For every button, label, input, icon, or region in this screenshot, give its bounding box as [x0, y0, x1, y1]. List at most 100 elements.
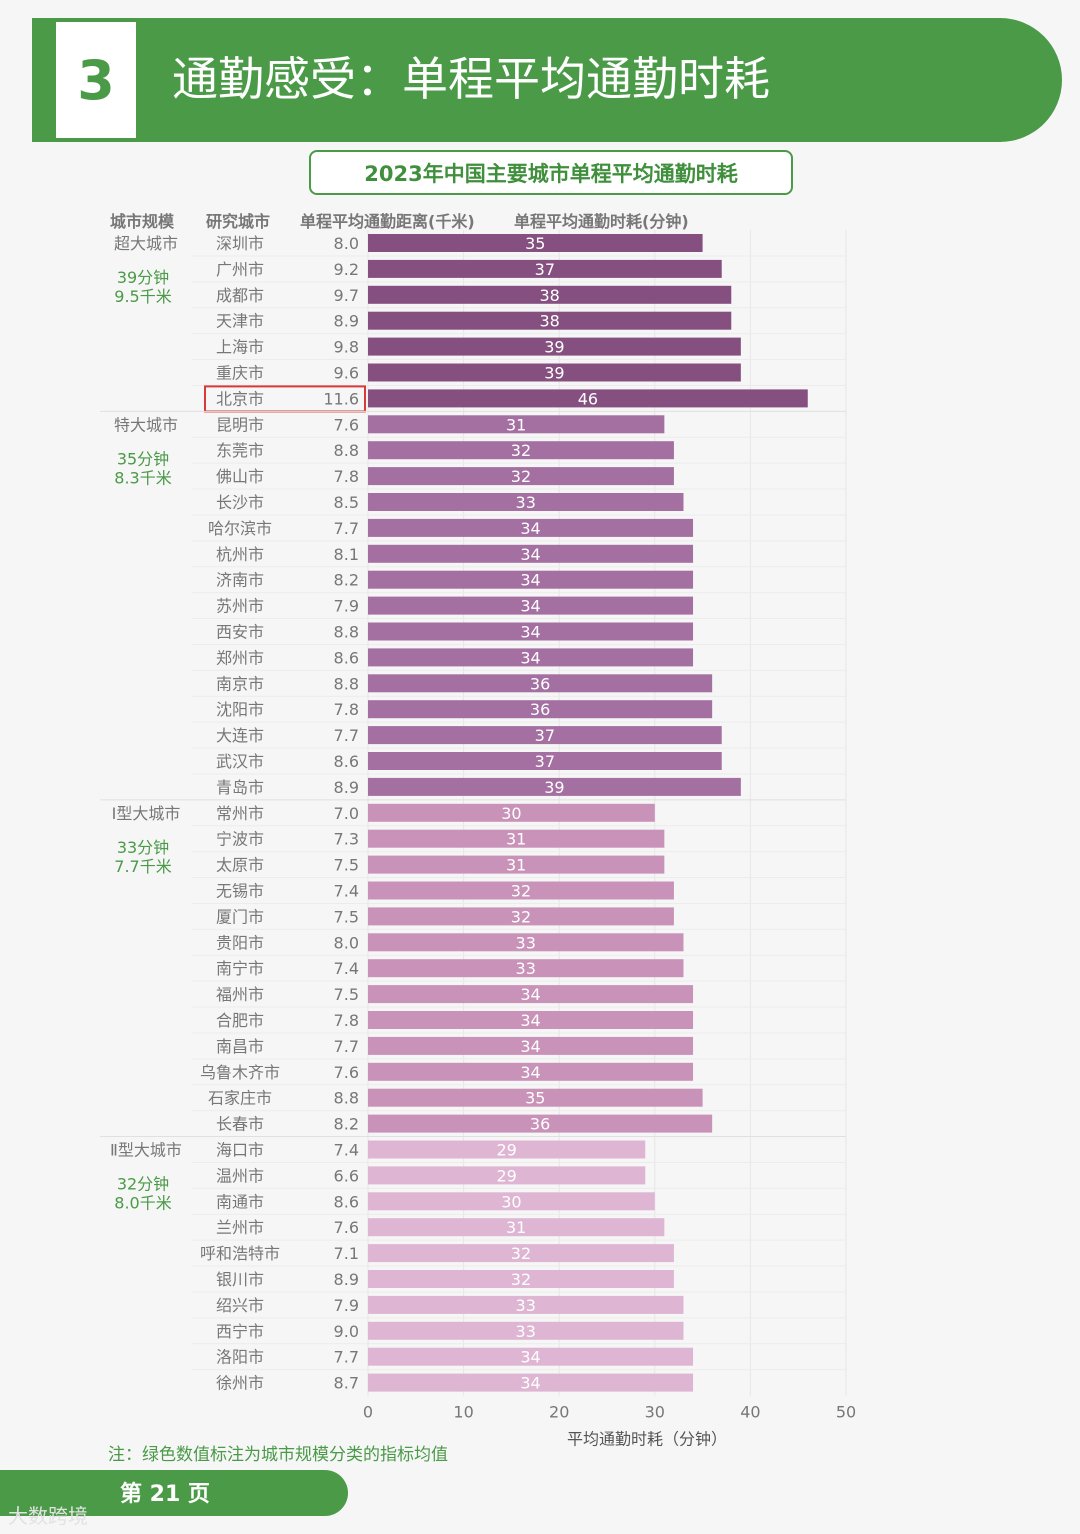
bar-value-label: 34: [520, 1063, 540, 1082]
footnote: 注：绿色数值标注为城市规模分类的指标均值: [108, 1445, 448, 1465]
bar-value-label: 34: [520, 985, 540, 1004]
bar-value-label: 29: [496, 1166, 516, 1185]
bar-value-label: 39: [544, 338, 564, 357]
city-label: 厦门市: [216, 907, 264, 926]
distance-value: 7.7: [334, 726, 359, 745]
bar-厦门市: [368, 907, 674, 926]
distance-value: 9.6: [334, 364, 359, 383]
group-name: Ⅱ型大城市: [110, 1141, 182, 1160]
city-label: 无锡市: [216, 882, 264, 901]
distance-value: 9.0: [334, 1322, 359, 1341]
bar-西宁市: [368, 1321, 684, 1340]
distance-value: 7.9: [334, 1296, 359, 1315]
distance-value: 8.9: [334, 1270, 359, 1289]
distance-value: 9.2: [334, 260, 359, 279]
x-tick-label: 20: [549, 1403, 569, 1422]
distance-value: 8.8: [334, 1089, 359, 1108]
chart-title: 2023年中国主要城市单程平均通勤时耗: [309, 150, 793, 195]
bar-value-label: 34: [520, 597, 540, 616]
distance-value: 6.6: [334, 1166, 359, 1185]
distance-value: 8.2: [334, 1115, 359, 1134]
bar-济南市: [368, 570, 694, 589]
bar-哈尔滨市: [368, 518, 694, 537]
group-avg-distance: 9.5千米: [114, 287, 171, 306]
distance-value: 7.7: [334, 1348, 359, 1367]
bar-value-label: 38: [539, 312, 559, 331]
x-tick-label: 0: [363, 1403, 373, 1422]
group-avg-time: 32分钟: [117, 1175, 169, 1194]
distance-value: 7.5: [334, 985, 359, 1004]
col-header-distance: 单程平均通勤距离(千米): [300, 212, 475, 231]
city-label: 绍兴市: [216, 1296, 264, 1315]
bar-兰州市: [368, 1218, 665, 1237]
city-label: 合肥市: [216, 1011, 264, 1030]
group-avg-distance: 8.3千米: [114, 468, 171, 487]
city-label: 兰州市: [216, 1218, 264, 1237]
distance-value: 8.0: [334, 234, 359, 253]
bar-value-label: 30: [501, 804, 521, 823]
city-label: 深圳市: [216, 234, 264, 253]
x-tick-label: 50: [836, 1403, 856, 1422]
bar-武汉市: [368, 752, 722, 770]
group-name: 超大城市: [114, 234, 178, 253]
bar-value-label: 34: [520, 623, 540, 642]
bar-value-label: 34: [520, 1374, 540, 1393]
city-label: 沈阳市: [216, 700, 264, 719]
bar-太原市: [368, 855, 665, 874]
distance-value: 8.6: [334, 752, 359, 771]
distance-value: 7.6: [334, 415, 359, 434]
city-label: 西宁市: [216, 1322, 264, 1341]
bar-value-label: 34: [520, 1348, 540, 1367]
bar-南宁市: [368, 959, 684, 978]
distance-value: 7.9: [334, 597, 359, 616]
bar-洛阳市: [368, 1347, 694, 1366]
bar-value-label: 29: [496, 1141, 516, 1160]
bar-value-label: 36: [530, 700, 550, 719]
city-label: 昆明市: [216, 415, 264, 434]
bar-福州市: [368, 985, 694, 1004]
city-label: 长春市: [216, 1115, 264, 1134]
col-header-city: 研究城市: [206, 212, 271, 231]
city-label: 郑州市: [216, 648, 264, 667]
bar-value-label: 37: [535, 260, 555, 279]
city-label: 贵阳市: [216, 933, 264, 952]
bar-成都市: [368, 285, 732, 304]
bar-value-label: 34: [520, 571, 540, 590]
watermark-text: 大数跨境: [8, 1504, 88, 1528]
bar-value-label: 31: [506, 830, 526, 849]
bar-海口市: [368, 1140, 646, 1159]
distance-value: 9.7: [334, 286, 359, 305]
bar-value-label: 32: [511, 882, 531, 901]
group-avg-distance: 8.0千米: [114, 1194, 171, 1213]
bar-value-label: 36: [530, 674, 550, 693]
city-label: 青岛市: [216, 778, 264, 797]
city-label: 哈尔滨市: [208, 519, 272, 538]
distance-value: 8.1: [334, 545, 359, 564]
bar-重庆市: [368, 363, 741, 382]
bar-呼和浩特市: [368, 1244, 674, 1263]
distance-value: 7.6: [334, 1218, 359, 1237]
distance-value: 11.6: [323, 389, 359, 408]
city-label: 成都市: [216, 286, 264, 305]
distance-value: 8.7: [334, 1374, 359, 1393]
city-label: 南京市: [216, 674, 264, 693]
bar-徐州市: [368, 1373, 694, 1392]
bar-value-label: 33: [516, 959, 536, 978]
distance-value: 8.8: [334, 674, 359, 693]
footer-banner: [0, 1470, 348, 1516]
distance-value: 7.8: [334, 467, 359, 486]
bar-常州市: [368, 803, 655, 822]
bar-value-label: 37: [535, 726, 555, 745]
city-label: 南宁市: [216, 959, 264, 978]
distance-value: 7.7: [334, 519, 359, 538]
bar-value-label: 36: [530, 1115, 550, 1134]
page-number: 第 21 页: [120, 1482, 210, 1507]
group-avg-time: 33分钟: [117, 838, 169, 857]
city-label: 太原市: [216, 856, 264, 875]
bar-长春市: [368, 1114, 713, 1133]
bar-value-label: 31: [506, 1218, 526, 1237]
bar-value-label: 33: [516, 933, 536, 952]
city-label: 济南市: [216, 571, 264, 590]
bar-青岛市: [368, 777, 741, 796]
group-avg-distance: 7.7千米: [114, 857, 171, 876]
